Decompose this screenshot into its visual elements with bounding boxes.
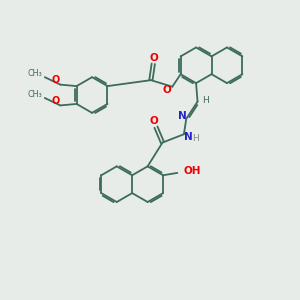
Text: CH₃: CH₃ [28, 90, 43, 99]
Text: N: N [178, 111, 187, 122]
Text: O: O [163, 85, 171, 95]
Text: O: O [149, 116, 158, 126]
Text: O: O [51, 75, 59, 85]
Text: O: O [149, 53, 158, 63]
Text: H: H [192, 134, 199, 143]
Text: OH: OH [184, 167, 201, 176]
Text: CH₃: CH₃ [28, 69, 43, 78]
Text: H: H [202, 96, 209, 105]
Text: O: O [51, 96, 59, 106]
Text: N: N [184, 132, 193, 142]
